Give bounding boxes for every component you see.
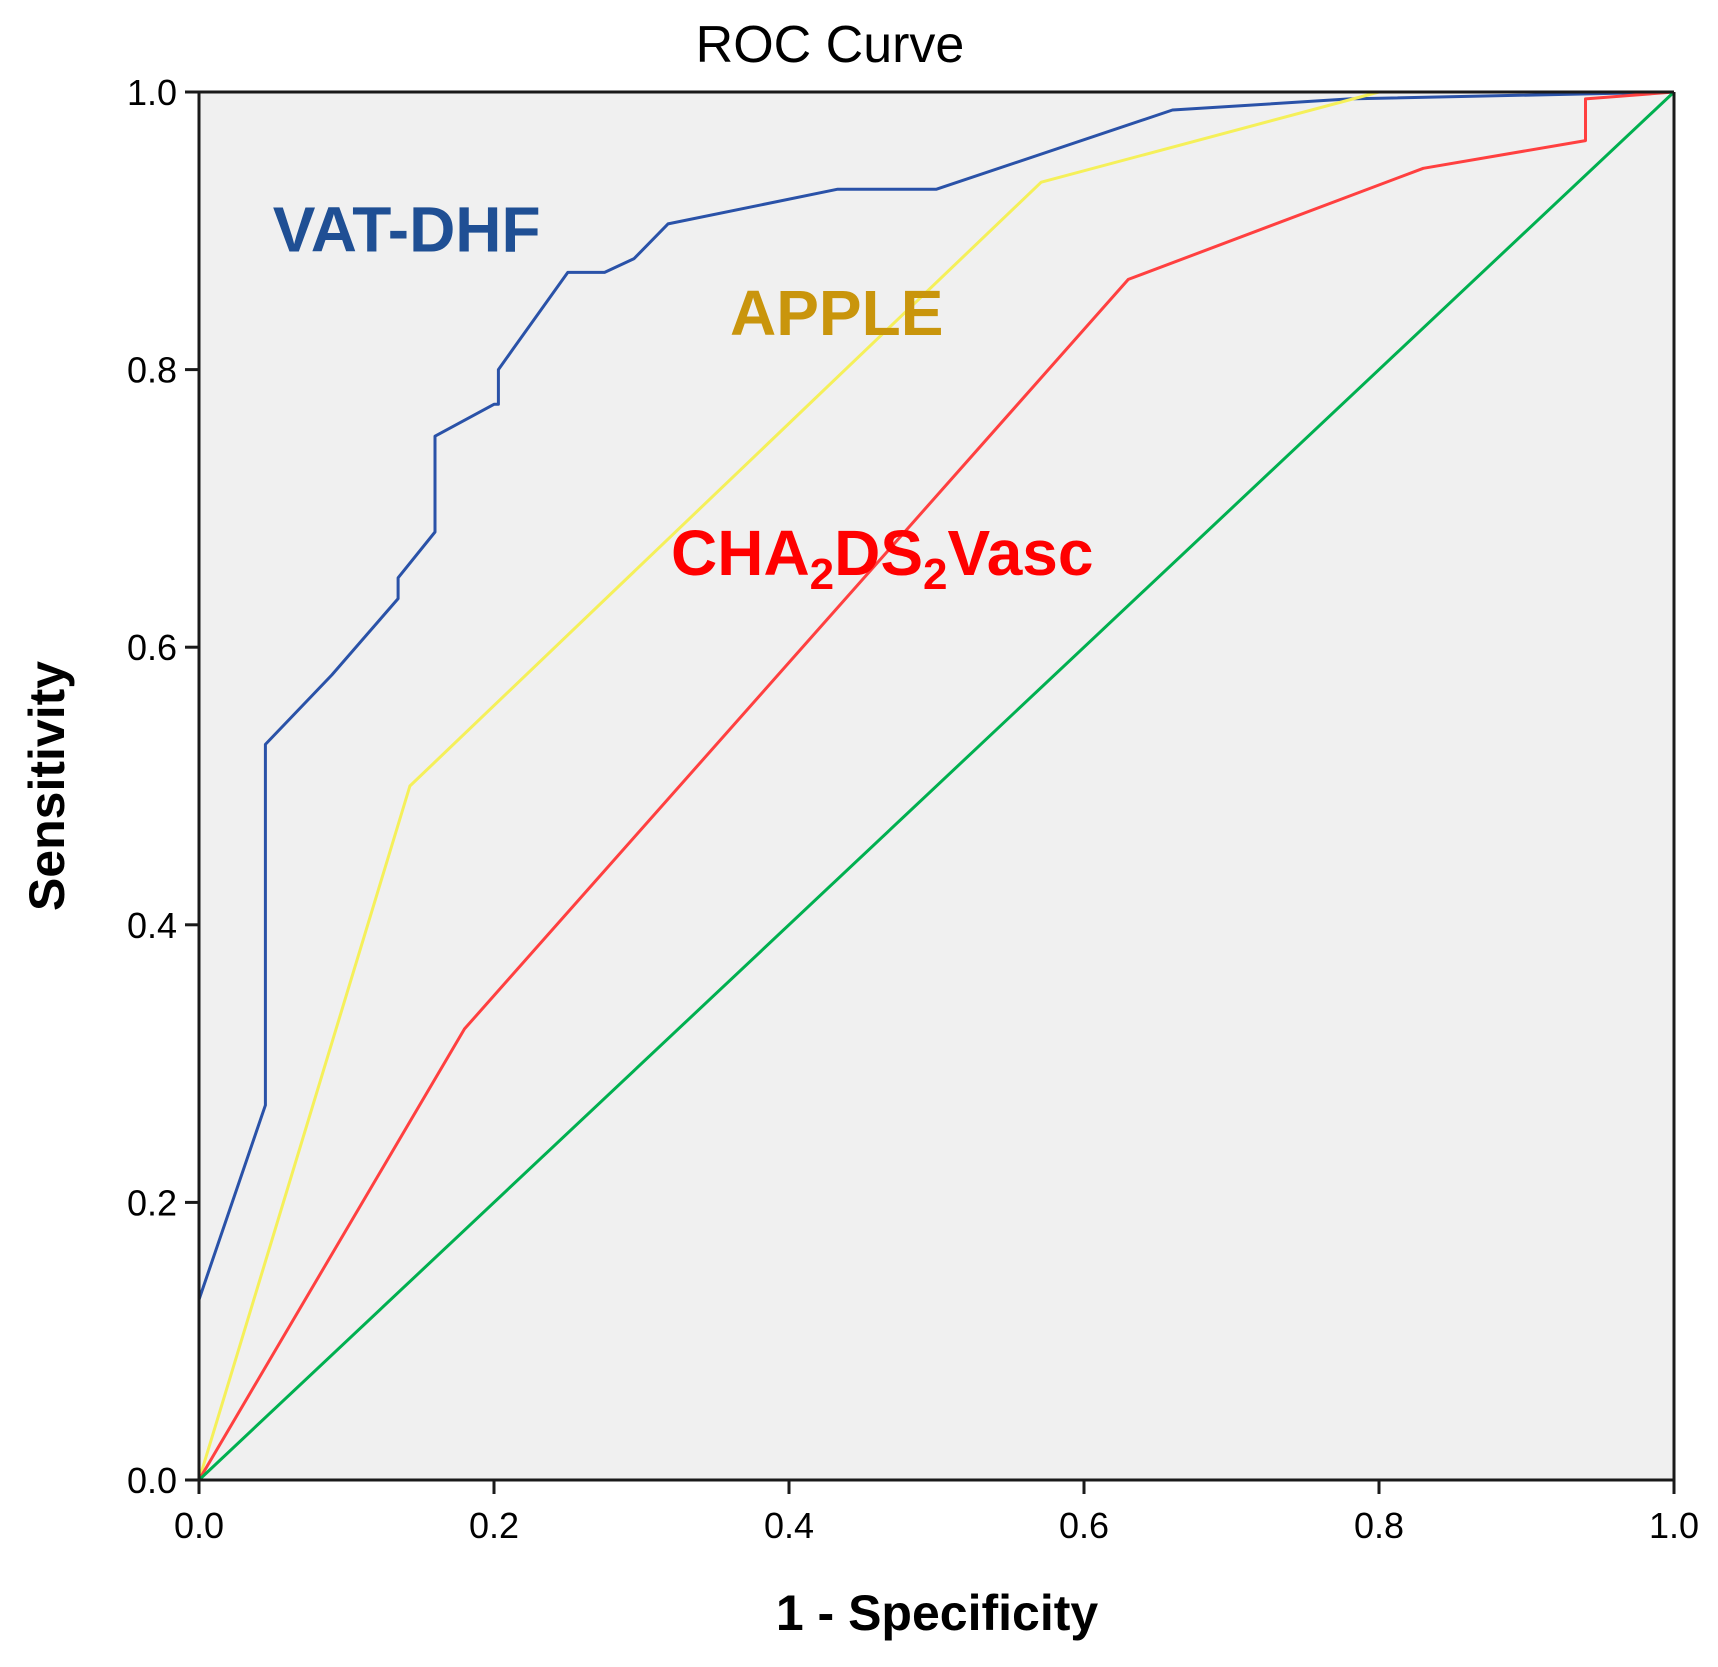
x-tick-label: 0.8 [1354,1505,1404,1546]
x-tick-label: 0.0 [174,1505,224,1546]
chart-title: ROC Curve [696,16,965,74]
cha-label-part-c: Vasc [948,517,1094,589]
y-tick-label: 0.2 [127,1182,177,1223]
ticks-layer: 0.0 0.2 0.4 0.6 0.8 1.0 0.0 0.2 0.4 0.6 0.8 1.0 [127,72,1699,1546]
series-line-cha2ds2vasc [197,90,1675,1481]
x-tick-label: 0.6 [1059,1505,1109,1546]
y-tick-label: 0.8 [127,350,177,391]
y-axis-title: Sensitivity [19,661,75,911]
y-tick-label: 0.4 [127,905,177,946]
x-tick-label: 0.4 [764,1505,814,1546]
series-label-apple: APPLE [730,277,943,349]
series-line-reference [197,90,1676,1482]
series-layer [197,90,1676,1482]
series-label-vat-dhf: VAT-DHF [273,194,541,266]
x-tick-label: 0.2 [469,1505,519,1546]
cha-label-part-a: CHA [671,517,810,589]
cha-label-part-b: DS [834,517,923,589]
cha-label-subscript-1: 2 [810,550,834,599]
x-axis-title: 1 - Specificity [776,1585,1099,1641]
y-tick-label: 1.0 [127,72,177,113]
cha-label-subscript-2: 2 [923,550,947,599]
series-label-cha2ds2vasc: CHA2DS2Vasc [671,517,1093,599]
axes-layer [197,90,1676,1482]
y-tick-label: 0.6 [127,627,177,668]
y-tick-label: 0.0 [127,1460,177,1501]
x-tick-label: 1.0 [1649,1505,1699,1546]
series-line-vat-dhf [197,90,1675,1301]
